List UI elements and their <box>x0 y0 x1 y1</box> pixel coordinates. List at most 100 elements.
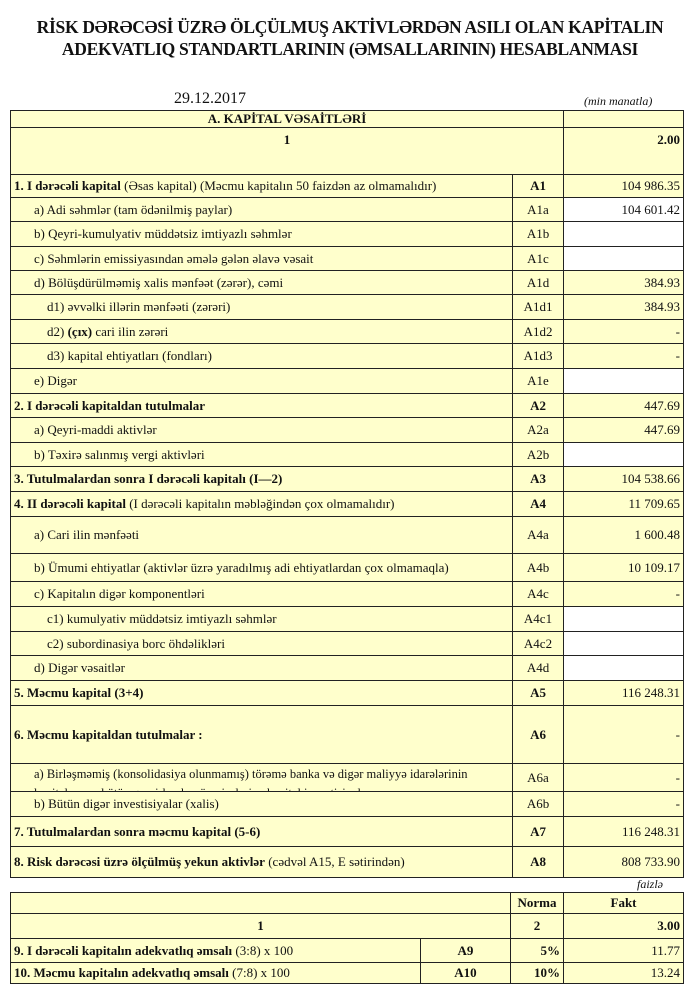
ratio-fakt: 11.77 <box>563 938 684 963</box>
row-code: A1e <box>511 368 565 394</box>
row-label-text: d) Digər vəsaitlər <box>34 660 125 675</box>
row-code: A4a <box>511 516 565 554</box>
column-index-1: 1 <box>9 127 565 175</box>
row-value: 808 733.90 <box>563 846 685 878</box>
ratios-header-blank <box>10 892 511 914</box>
row-value <box>563 368 685 394</box>
row-label-bold: 4. II dərəcəli kapital <box>14 496 126 511</box>
row-label-text: e) Digər <box>34 373 77 388</box>
row-label: d3) kapital ehtiyatları (fondları) <box>10 343 513 369</box>
section-header: A. KAPİTAL VƏSAİTLƏRİ <box>9 110 565 128</box>
row-label-bold: 5. Məcmu kapital (3+4) <box>14 685 144 700</box>
ratio-code: A10 <box>420 962 511 984</box>
table-row: 3. Tutulmalardan sonra I dərəcəli kapita… <box>10 466 685 492</box>
row-label-text: d3) kapital ehtiyatları (fondları) <box>47 348 212 363</box>
row-label: 1. I dərəcəli kapital (Əsas kapital) (Mə… <box>10 174 513 198</box>
ratio-norma: 10% <box>510 962 564 984</box>
row-label: d1) əvvəlki illərin mənfəəti (zərəri) <box>10 294 513 320</box>
row-label: b) Qeyri-kumulyativ müddətsiz imtiyazlı … <box>10 221 513 247</box>
row-label-text: b) Qeyri-kumulyativ müddətsiz imtiyazlı … <box>34 226 292 241</box>
report-date: 29.12.2017 <box>174 90 246 107</box>
row-code: A1 <box>511 174 565 198</box>
table-row: d3) kapital ehtiyatları (fondları) A1d3- <box>10 343 685 369</box>
ratio-norma: 5% <box>510 938 564 963</box>
row-label: 7. Tutulmalardan sonra məcmu kapital (5-… <box>10 816 513 847</box>
ratio-label-text: (3:8) x 100 <box>232 942 294 958</box>
row-label: d) Bölüşdürülməmiş xalis mənfəət (zərər)… <box>10 270 513 295</box>
capital-table: A. KAPİTAL VƏSAİTLƏRİ 1 2.00 1. I dərəcə… <box>9 110 685 878</box>
row-code: A1c <box>511 246 565 271</box>
row-value: 384.93 <box>563 270 685 295</box>
row-value: - <box>563 791 685 817</box>
table-row: a) Cari ilin mənfəəti A4a 1 600.48 <box>10 516 685 554</box>
table-row: b) Təxirə salınmış vergi aktivləri A2b <box>10 442 685 467</box>
row-label: 4. II dərəcəli kapital (I dərəcəli kapit… <box>10 491 513 517</box>
row-label: b) Təxirə salınmış vergi aktivləri <box>10 442 513 467</box>
table-row: b) Ümumi ehtiyatlar (aktivlər üzrə yarad… <box>10 553 685 582</box>
row-value: 1 600.48 <box>563 516 685 554</box>
row-code: A4 <box>511 491 565 517</box>
table-row: 5. Məcmu kapital (3+4) A5 116 248.31 <box>10 680 685 706</box>
table-row: d) Digər vəsaitlər A4d <box>10 655 685 681</box>
row-label: b) Ümumi ehtiyatlar (aktivlər üzrə yarad… <box>10 553 513 582</box>
row-label-text: a) Adi səhmlər (tam ödənilmiş paylar) <box>34 201 233 217</box>
row-label: d) Digər vəsaitlər <box>10 655 513 681</box>
row-label: d2) (çıx) cari ilin zərəri <box>10 319 513 344</box>
row-value: 116 248.31 <box>563 816 685 847</box>
row-code: A4c <box>511 581 565 607</box>
ratios-index-3: 3.00 <box>563 913 684 939</box>
ratios-index-row: 1 2 3.00 <box>10 913 684 939</box>
table-row: 1. I dərəcəli kapital (Əsas kapital) (Mə… <box>10 174 685 198</box>
row-code: A1d <box>511 270 565 295</box>
table-row: b) Qeyri-kumulyativ müddətsiz imtiyazlı … <box>10 221 685 247</box>
row-label-text: a) Cari ilin mənfəəti <box>34 527 140 542</box>
table-row: a) Qeyri-maddi aktivlər A2a 447.69 <box>10 417 685 443</box>
table-row: d1) əvvəlki illərin mənfəəti (zərəri) A1d… <box>10 294 685 320</box>
row-label-bold: 7. Tutulmalardan sonra məcmu kapital (5-… <box>14 823 261 839</box>
row-code: A6 <box>511 705 565 764</box>
row-label: 5. Məcmu kapital (3+4) <box>10 680 513 706</box>
row-label-text: cari ilin zərəri <box>92 323 169 339</box>
table-row: 7. Tutulmalardan sonra məcmu kapital (5-… <box>10 816 685 847</box>
row-code: A7 <box>511 816 565 847</box>
row-label-prefix: d2) <box>47 323 68 339</box>
row-label: a) Adi səhmlər (tam ödənilmiş paylar) <box>10 197 513 222</box>
row-code: A8 <box>511 846 565 878</box>
table-row: d) Bölüşdürülməmiş xalis mənfəət (zərər)… <box>10 270 685 295</box>
row-label-text: c) Kapitalın digər komponentləri <box>34 586 205 601</box>
row-label: a) Cari ilin mənfəəti <box>10 516 513 554</box>
ratio-label-text: (7:8) x 100 <box>228 965 290 980</box>
row-code: A1d1 <box>511 294 565 320</box>
ratios-header-row: Norma Fakt <box>10 892 684 914</box>
row-label-text: b) Ümumi ehtiyatlar (aktivlər üzrə yarad… <box>34 559 449 575</box>
table-row: d2) (çıx) cari ilin zərəri A1d2- <box>10 319 685 344</box>
row-label-bold: 1. I dərəcəli kapital <box>14 178 121 193</box>
row-label-text: (I dərəcəli kapitalın məbləğindən çox ol… <box>125 496 395 511</box>
table-row: 8. Risk dərəcəsi üzrə ölçülmüş yekun akt… <box>10 846 685 878</box>
row-code: A1a <box>511 197 565 222</box>
row-label-text: (Əsas kapital) (Məcmu kapitalın 50 faizd… <box>120 178 437 193</box>
row-value: - <box>563 763 685 792</box>
row-code: A2b <box>511 442 565 467</box>
row-label-text: b) Təxirə salınmış vergi aktivləri <box>34 446 205 462</box>
row-label: c2) subordinasiya borc öhdəlikləri <box>10 631 513 656</box>
row-label: 8. Risk dərəcəsi üzrə ölçülmüş yekun akt… <box>10 846 513 878</box>
row-value <box>563 655 685 681</box>
row-code: A2 <box>511 393 565 418</box>
row-value <box>563 606 685 632</box>
row-label: 3. Tutulmalardan sonra I dərəcəli kapita… <box>10 466 513 492</box>
row-label: e) Digər <box>10 368 513 394</box>
row-value: 116 248.31 <box>563 680 685 706</box>
row-label-text: c1) kumulyativ müddətsiz imtiyazlı səhml… <box>47 611 277 626</box>
table-row: b) Bütün digər investisiyalar (xalis) A6b… <box>10 791 685 817</box>
row-label: b) Bütün digər investisiyalar (xalis) <box>10 791 513 817</box>
row-label-bold: 8. Risk dərəcəsi üzrə ölçülmüş yekun akt… <box>14 854 265 869</box>
row-label-text: (cədvəl A15, E sətirindən) <box>264 854 405 869</box>
table-row: c) Kapitalın digər komponentləri A4c - <box>10 581 685 607</box>
table-row: 6. Məcmu kapitaldan tutulmalar : A6- <box>10 705 685 764</box>
row-code: A4c2 <box>511 631 565 656</box>
row-label: c) Kapitalın digər komponentləri <box>10 581 513 607</box>
header-fakt: Fakt <box>563 892 684 914</box>
row-code: A1d3 <box>511 343 565 369</box>
table-row: c2) subordinasiya borc öhdəlikləri A4c2 <box>10 631 685 656</box>
